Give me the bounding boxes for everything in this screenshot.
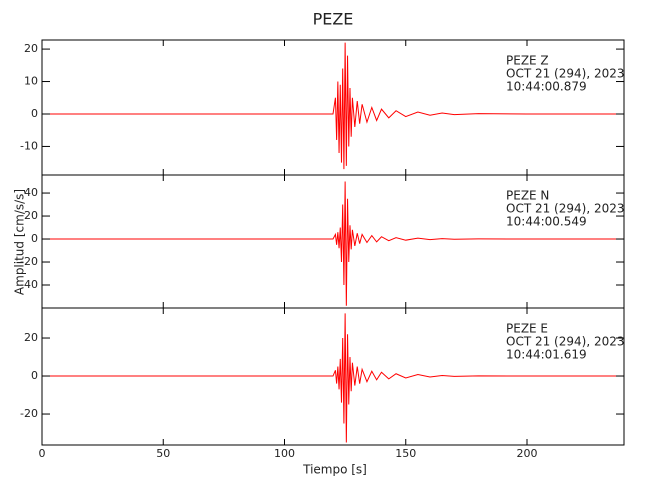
trace xyxy=(42,42,624,170)
chart-title: PEZE xyxy=(313,10,354,29)
y-tick-label: -20 xyxy=(20,407,38,420)
x-tick-label: 150 xyxy=(395,447,416,460)
annotation: PEZE N xyxy=(506,189,549,203)
annotation: OCT 21 (294), 2023 xyxy=(506,202,625,216)
annotation: 10:44:01.619 xyxy=(506,348,587,362)
annotation: 10:44:00.879 xyxy=(506,80,587,94)
y-tick-label: 40 xyxy=(24,186,38,199)
trace xyxy=(42,181,624,306)
x-tick-label: 0 xyxy=(39,447,46,460)
y-tick-label: 10 xyxy=(24,75,38,88)
x-tick-label: 200 xyxy=(517,447,538,460)
y-tick-label: -40 xyxy=(20,278,38,291)
trace xyxy=(42,313,624,443)
y-axis-label: Amplitud [cm/s/s] xyxy=(13,189,27,295)
x-tick-label: 50 xyxy=(156,447,170,460)
y-tick-label: 0 xyxy=(31,232,38,245)
y-tick-label: -20 xyxy=(20,255,38,268)
annotation: PEZE Z xyxy=(506,54,549,68)
annotation: OCT 21 (294), 2023 xyxy=(506,67,625,81)
x-axis-label: Tiempo [s] xyxy=(302,463,367,477)
y-tick-label: 20 xyxy=(24,42,38,55)
y-tick-label: -10 xyxy=(20,139,38,152)
y-tick-label: 0 xyxy=(31,107,38,120)
y-tick-label: 0 xyxy=(31,369,38,382)
y-tick-label: 20 xyxy=(24,209,38,222)
annotation: 10:44:00.549 xyxy=(506,215,587,229)
x-tick-label: 100 xyxy=(274,447,295,460)
annotation: OCT 21 (294), 2023 xyxy=(506,335,625,349)
y-tick-label: 20 xyxy=(24,331,38,344)
annotation: PEZE E xyxy=(506,322,548,336)
